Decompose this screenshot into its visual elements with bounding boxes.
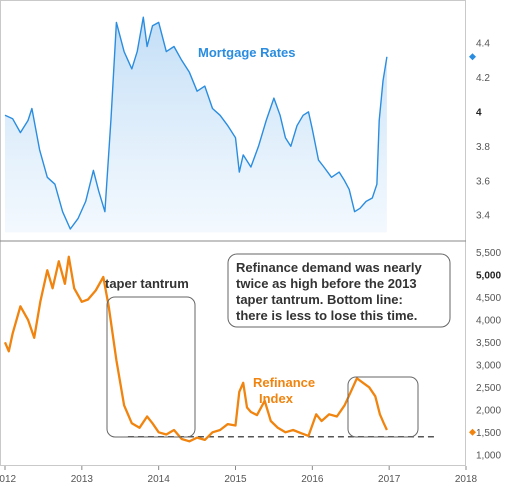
- mortgage-end-marker: [469, 53, 476, 61]
- x-tick-label: 2018: [455, 474, 478, 485]
- refinance-label-line2: Index: [259, 391, 294, 406]
- y-tick-label: 1,500: [476, 428, 501, 439]
- y-tick-label: 2,000: [476, 405, 501, 416]
- y-tick-label: 4: [476, 107, 482, 118]
- callout-line-3: taper tantrum. Bottom line:: [236, 292, 403, 307]
- x-tick-label: 2017: [378, 474, 401, 485]
- callout-box: [227, 253, 451, 328]
- plot-frame: [0, 0, 466, 466]
- y-tick-label: 3.8: [476, 142, 490, 153]
- mortgage-rates-area: [5, 17, 387, 233]
- x-tick-label: 2013: [71, 474, 94, 485]
- refinance-y-axis: 1,000 1,500 2,000 2,500 3,000 3,500 4,000 4,500…: [476, 248, 501, 461]
- x-tick-label: 2016: [301, 474, 324, 485]
- y-tick-label: 5,000: [476, 270, 501, 281]
- refinance-end-marker: [469, 428, 476, 436]
- callout-line-4: there is less to lose this time.: [236, 308, 417, 323]
- mortgage-rates-line: [4, 16, 388, 230]
- mortgage-series-label: Mortgage Rates: [198, 45, 296, 60]
- y-tick-label: 3,000: [476, 360, 501, 371]
- refinance-label-line1: Refinance: [253, 375, 315, 390]
- y-tick-label: 4,000: [476, 315, 501, 326]
- mortgage-rates-panel: 3.4 3.6 3.8 4 4.2 4.4 Mortgage Rates: [4, 16, 490, 233]
- y-tick-label: 4,500: [476, 293, 501, 304]
- x-axis: 2012 2013 2014 2015 2016 2017 2018: [0, 466, 478, 485]
- refinance-panel: 1,000 1,500 2,000 2,500 3,000 3,500 4,000 4,500…: [3, 248, 501, 461]
- x-tick-label: 2012: [0, 474, 17, 485]
- mortgage-y-axis: 3.4 3.6 3.8 4 4.2 4.4: [476, 39, 490, 222]
- y-tick-label: 3.4: [476, 211, 490, 222]
- refinance-index-line: [3, 255, 388, 443]
- x-tick-label: 2014: [148, 474, 171, 485]
- y-tick-label: 3,500: [476, 338, 501, 349]
- callout-line-2: twice as high before the 2013: [236, 276, 417, 291]
- y-tick-label: 5,500: [476, 248, 501, 259]
- recent-peak-box: [347, 376, 419, 438]
- taper-tantrum-label: taper tantrum: [105, 276, 189, 291]
- y-tick-label: 3.6: [476, 176, 490, 187]
- y-tick-label: 4.2: [476, 73, 490, 84]
- y-tick-label: 4.4: [476, 39, 490, 50]
- callout-line-1: Refinance demand was nearly: [236, 260, 422, 275]
- x-tick-label: 2015: [224, 474, 247, 485]
- taper-tantrum-box: [106, 296, 196, 438]
- y-tick-label: 1,000: [476, 450, 501, 461]
- y-tick-label: 2,500: [476, 383, 501, 394]
